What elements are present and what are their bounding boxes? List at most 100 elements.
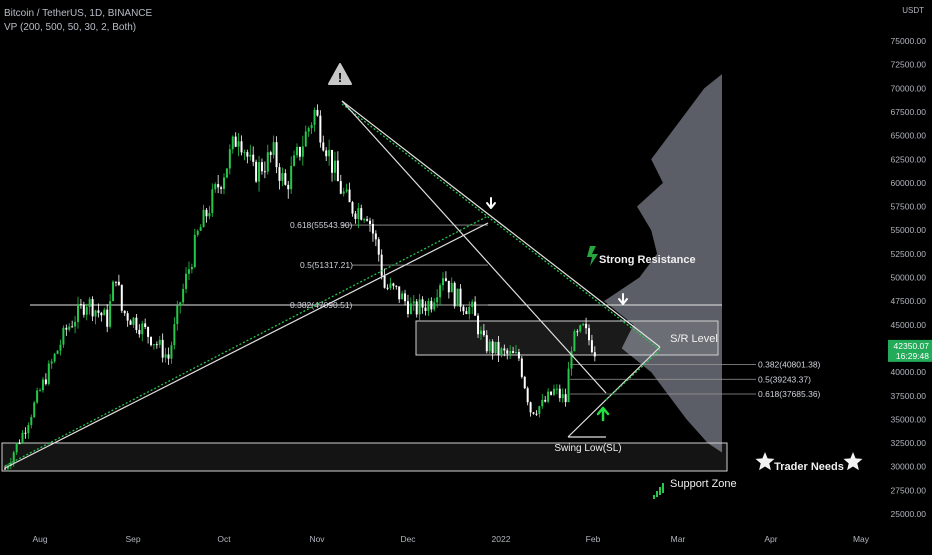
- candle-body: [269, 152, 272, 155]
- support-zone-box: [1, 442, 728, 472]
- candle-body: [260, 162, 263, 172]
- candle-body: [421, 299, 424, 308]
- price-tick-label: 55000.00: [891, 225, 927, 235]
- candle-body: [246, 152, 249, 157]
- candle-body: [9, 462, 12, 467]
- candle-body: [336, 160, 339, 182]
- price-tick-label: 40000.00: [891, 367, 927, 377]
- candle-body: [558, 388, 561, 399]
- candle-body: [401, 293, 404, 300]
- descending-trendline-dotted: [341, 103, 661, 351]
- candle-body: [398, 286, 401, 300]
- price-tick-label: 50000.00: [891, 273, 927, 283]
- price-tick-label: 37500.00: [891, 391, 927, 401]
- candles: [4, 104, 596, 472]
- candle-body: [79, 304, 82, 306]
- candle-body: [354, 213, 357, 219]
- candle-body: [526, 388, 529, 403]
- candle-body: [287, 184, 290, 190]
- candle-body: [65, 327, 68, 330]
- candle-body: [147, 327, 150, 337]
- candle-body: [503, 348, 506, 351]
- candle-body: [158, 339, 161, 345]
- volume-profile: [604, 74, 722, 453]
- bar-countdown: 16:29:48: [896, 351, 929, 361]
- candle-body: [27, 425, 30, 434]
- time-tick-label: Nov: [309, 534, 325, 544]
- candle-body: [383, 275, 386, 288]
- candle-body: [129, 320, 132, 325]
- candle-body: [56, 350, 59, 354]
- candle-body: [450, 282, 453, 293]
- candle-body: [570, 351, 573, 369]
- candle-body: [506, 350, 509, 354]
- ascending-trendline: [4, 222, 489, 469]
- fib-label: 0.618(55543.90): [290, 220, 353, 230]
- candle-body: [167, 354, 170, 359]
- candle-body: [100, 312, 103, 316]
- candle-body: [112, 281, 115, 302]
- candle-body: [471, 301, 474, 307]
- candle-body: [517, 352, 520, 359]
- candle-body: [404, 293, 407, 302]
- candle-body: [456, 288, 459, 307]
- candle-body: [150, 336, 152, 346]
- down-arrow-icon: [486, 197, 496, 209]
- candle-body: [348, 189, 351, 203]
- candle-body: [94, 310, 97, 317]
- candle-body: [339, 181, 342, 194]
- candle-body: [363, 219, 366, 221]
- candle-body: [374, 233, 377, 240]
- candle-body: [196, 230, 199, 235]
- up-arrow-icon: [596, 406, 610, 422]
- candle-body: [582, 323, 585, 326]
- candle-body: [576, 331, 579, 333]
- price-tick-label: 52500.00: [891, 249, 927, 259]
- candle-body: [144, 323, 147, 328]
- candle-body: [193, 234, 196, 267]
- candle-body: [152, 344, 155, 346]
- candle-body: [328, 149, 331, 157]
- candle-body: [366, 219, 369, 221]
- candle-body: [529, 402, 532, 413]
- candle-body: [479, 330, 482, 335]
- candle-body: [380, 254, 383, 276]
- candle-body: [164, 354, 167, 358]
- candle-body: [488, 341, 491, 352]
- time-tick-label: 2022: [492, 534, 511, 544]
- candle-body: [544, 399, 547, 402]
- candle-body: [187, 269, 190, 274]
- candle-body: [406, 301, 409, 315]
- price-tick-label: 47500.00: [891, 296, 927, 306]
- candle-body: [263, 171, 266, 173]
- candle-body: [444, 278, 447, 281]
- candle-body: [71, 326, 74, 328]
- candle-body: [266, 152, 269, 172]
- candle-body: [465, 311, 468, 315]
- candle-body: [223, 177, 225, 189]
- candle-body: [494, 341, 497, 353]
- candle-body: [132, 317, 135, 325]
- candle-body: [12, 452, 15, 463]
- candle-body: [97, 310, 100, 313]
- price-tick-label: 27500.00: [891, 485, 927, 495]
- candle-body: [217, 184, 220, 188]
- time-tick-label: Dec: [400, 534, 416, 544]
- wedge-support-line: [567, 346, 661, 438]
- candle-body: [176, 305, 179, 325]
- candle-body: [126, 313, 129, 321]
- candle-body: [281, 173, 284, 181]
- candle-body: [258, 162, 261, 182]
- candle-body: [225, 168, 228, 178]
- candle-body: [91, 299, 94, 317]
- candle-body: [82, 304, 85, 315]
- candle-body: [532, 412, 535, 414]
- ascending-trendline-dotted: [4, 215, 489, 467]
- candle-body: [202, 209, 205, 228]
- support-zone-label: Support Zone: [670, 478, 737, 490]
- candle-body: [74, 321, 77, 327]
- candle-body: [485, 335, 488, 352]
- price-tick-label: 30000.00: [891, 462, 927, 472]
